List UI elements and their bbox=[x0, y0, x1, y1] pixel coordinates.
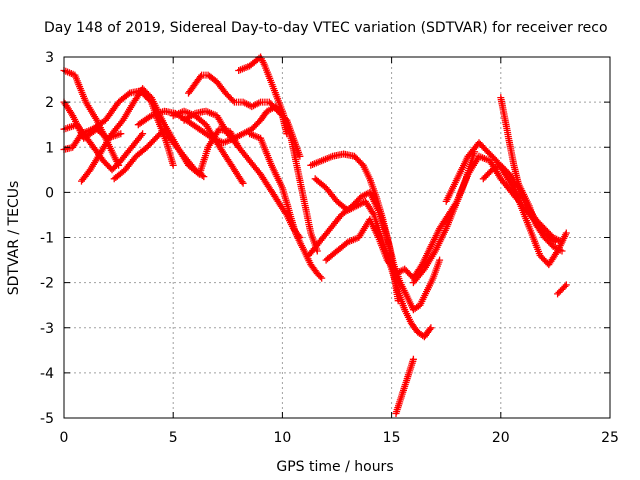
series-pass-1 bbox=[60, 67, 123, 169]
series-pass-17 bbox=[392, 355, 417, 417]
x-tick-label: 10 bbox=[273, 430, 291, 446]
plus-markers bbox=[246, 130, 326, 282]
plus-markers bbox=[60, 67, 123, 169]
y-tick-label: -4 bbox=[40, 366, 54, 382]
y-tick-label: 0 bbox=[45, 185, 54, 201]
series-pass-11 bbox=[235, 53, 321, 255]
data-markers bbox=[60, 53, 570, 417]
series-pass-6 bbox=[110, 125, 208, 183]
series-pass-14 bbox=[305, 188, 444, 314]
plus-markers bbox=[392, 355, 417, 417]
plus-markers bbox=[442, 139, 570, 269]
x-tick-label: 20 bbox=[492, 430, 510, 446]
y-tick-label: -3 bbox=[40, 321, 54, 337]
x-tick-label: 5 bbox=[169, 430, 178, 446]
plus-markers bbox=[479, 161, 566, 246]
series-pass-12 bbox=[246, 130, 326, 282]
y-tick-label: -5 bbox=[40, 411, 54, 427]
plus-markers bbox=[554, 281, 570, 298]
y-axis-label: SDTVAR / TECUs bbox=[6, 181, 22, 296]
y-tick-label: 1 bbox=[45, 140, 54, 156]
series-pass-22 bbox=[554, 281, 570, 298]
grid-lines bbox=[64, 57, 610, 418]
axis-ticks: 0 5 10 15 20 25 -5 -4 -3 -2 -1 0 1 2 3 bbox=[40, 50, 619, 446]
y-tick-label: 3 bbox=[45, 50, 54, 66]
x-tick-label: 0 bbox=[60, 430, 69, 446]
y-tick-label: 2 bbox=[45, 95, 54, 111]
plus-markers bbox=[305, 188, 444, 314]
x-tick-label: 15 bbox=[383, 430, 401, 446]
plus-markers bbox=[110, 125, 208, 183]
y-tick-label: -2 bbox=[40, 276, 54, 292]
series-pass-21 bbox=[479, 161, 566, 246]
chart-title: Day 148 of 2019, Sidereal Day-to-day VTE… bbox=[44, 20, 608, 36]
y-tick-label: -1 bbox=[40, 231, 54, 247]
x-axis-label: GPS time / hours bbox=[276, 459, 393, 475]
x-tick-label: 25 bbox=[601, 430, 619, 446]
plus-markers bbox=[235, 53, 321, 255]
series-pass-19 bbox=[442, 139, 570, 269]
